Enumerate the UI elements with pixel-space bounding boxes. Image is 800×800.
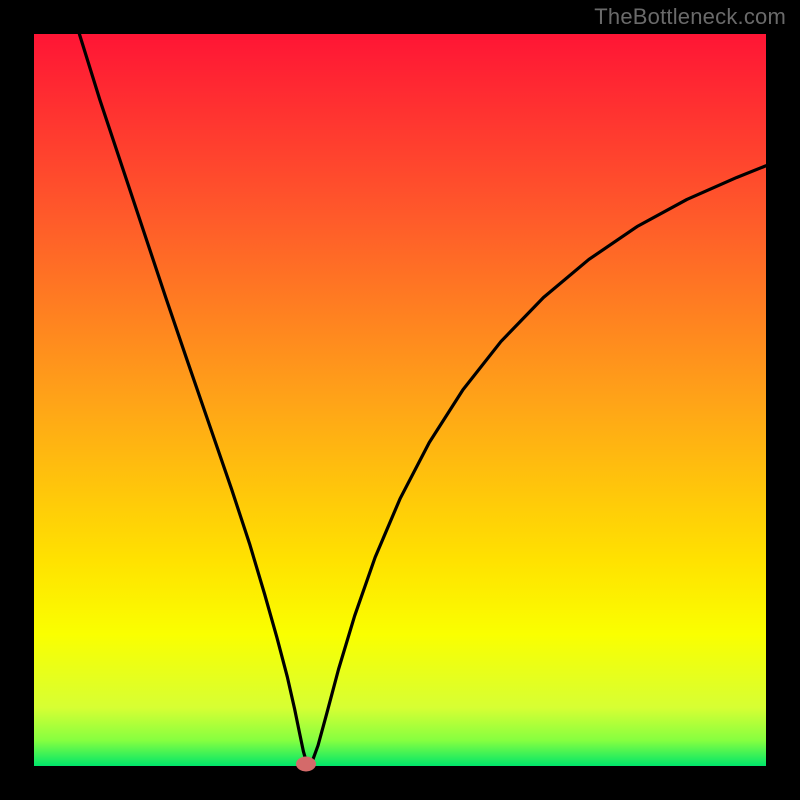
plot-area [34, 34, 766, 766]
optimal-point-marker [296, 756, 316, 771]
curve-svg [34, 34, 766, 766]
chart-outer-frame: TheBottleneck.com [0, 0, 800, 800]
bottleneck-curve [79, 34, 766, 766]
watermark-text: TheBottleneck.com [594, 4, 786, 30]
